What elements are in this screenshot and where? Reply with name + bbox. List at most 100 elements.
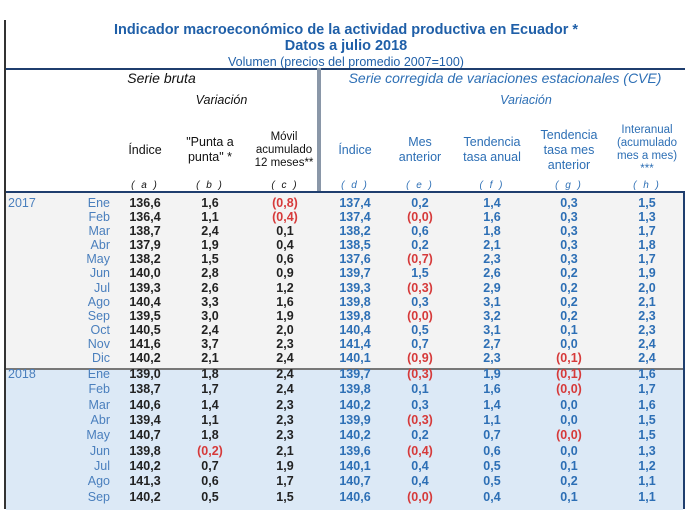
cell-d: 140,6: [339, 489, 371, 504]
col-header-a: Índice: [118, 120, 172, 180]
month-label: Ene: [87, 367, 110, 382]
cell-f: 2,3: [483, 252, 501, 267]
cell-c: 0,1: [276, 224, 294, 239]
cell-b: 1,7: [201, 382, 219, 397]
table-row: Jul 140,2 0,7 1,9 140,1 0,4 0,5 0,1 1,2: [6, 459, 683, 474]
col-header-d: Índice: [326, 120, 384, 180]
cell-h: 1,5: [638, 428, 656, 443]
cell-e: (0,0): [407, 210, 433, 225]
cell-b: 2,8: [201, 266, 219, 281]
cell-a: 139,8: [129, 443, 161, 458]
cell-f: 0,7: [483, 428, 501, 443]
cell-c: (0,8): [272, 196, 298, 210]
cell-d: 140,2: [339, 428, 371, 443]
cell-c: 2,4: [276, 351, 294, 366]
cell-b: 0,5: [201, 489, 219, 504]
cell-d: 139,6: [339, 443, 371, 458]
cell-c: 2,1: [276, 443, 294, 458]
cell-d: 137,4: [339, 196, 371, 210]
cell-a: 138,2: [129, 252, 161, 267]
col-letter-d: ( d ): [341, 180, 369, 191]
table-row: Mar 140,6 1,4 2,3 140,2 0,3 1,4 0,0 1,6: [6, 398, 683, 413]
cell-e: 0,3: [411, 397, 429, 412]
cell-h: 1,7: [638, 382, 656, 397]
cell-d: 139,3: [339, 280, 371, 295]
cell-h: 1,7: [638, 252, 656, 267]
col-header-f: Tendencia tasa anual: [456, 120, 528, 180]
cell-h: 2,4: [638, 336, 656, 351]
year-separator-rule: [6, 368, 683, 370]
month-label: Mar: [88, 397, 110, 412]
month-label: Feb: [88, 382, 110, 397]
table-row: Jun 139,8 (0,2) 2,1 139,6 (0,4) 0,6 0,0 1,3: [6, 444, 683, 459]
month-label: Ene: [87, 196, 110, 210]
month-label: Nov: [87, 336, 110, 351]
col-header-h: Interanual (acumulado mes a mes) ***: [610, 120, 684, 180]
cell-h: 1,1: [638, 489, 656, 504]
col-letter-f: ( f ): [479, 180, 505, 191]
cell-d: 137,6: [339, 252, 371, 267]
cell-c: 2,4: [276, 367, 294, 382]
cell-g: 0,1: [560, 322, 578, 337]
year-2017-band: [6, 193, 683, 369]
col-header-c: Móvil acumulado 12 meses**: [250, 120, 318, 180]
cell-c: 2,3: [276, 336, 294, 351]
cell-d: 139,8: [339, 294, 371, 309]
cell-d: 140,7: [339, 474, 371, 489]
cell-e: (0,0): [407, 308, 433, 323]
cell-b: 1,9: [201, 238, 219, 253]
cell-c: 1,9: [276, 458, 294, 473]
indicator-table: Indicador macroeconómico de la actividad…: [4, 20, 685, 510]
cell-f: 1,4: [483, 196, 501, 210]
cell-g: 0,2: [560, 294, 578, 309]
month-label: Abr: [90, 238, 110, 253]
cell-d: 140,4: [339, 322, 371, 337]
cell-e: 0,6: [411, 224, 429, 239]
cell-b: 3,7: [201, 336, 219, 351]
cell-b: 1,6: [201, 196, 219, 210]
section-serie-bruta: Serie bruta: [127, 70, 196, 86]
cell-c: 2,3: [276, 413, 294, 428]
cell-c: 1,7: [276, 474, 294, 489]
cell-a: 140,2: [129, 489, 161, 504]
cell-d: 139,9: [339, 413, 371, 428]
cell-b: 1,5: [201, 252, 219, 267]
cell-d: 138,2: [339, 224, 371, 239]
month-label: Sep: [87, 489, 110, 504]
cell-h: 2,3: [638, 322, 656, 337]
variacion-left-label: Variación: [195, 93, 248, 107]
cell-a: 136,4: [129, 210, 161, 225]
cell-g: (0,0): [556, 382, 582, 397]
cell-f: 0,5: [483, 474, 501, 489]
cell-g: 0,0: [560, 413, 578, 428]
month-label: Jun: [89, 443, 110, 458]
table-row: Jul 139,3 2,6 1,2 139,3 (0,3) 2,9 0,2 2,0: [6, 281, 683, 295]
col-header-h-label: Interanual (acumulado mes a mes) ***: [616, 124, 678, 175]
cell-g: 0,2: [560, 266, 578, 281]
cell-b: 1,8: [201, 428, 219, 443]
cell-g: 0,2: [560, 308, 578, 323]
cell-c: (0,4): [272, 210, 298, 225]
cell-g: 0,2: [560, 280, 578, 295]
table-row: Mar 138,7 2,4 0,1 138,2 0,6 1,8 0,3 1,7: [6, 224, 683, 238]
cell-f: 1,1: [483, 413, 501, 428]
cell-a: 140,6: [129, 397, 161, 412]
col-letter-g: ( g ): [555, 180, 583, 191]
cell-e: 1,5: [411, 266, 429, 281]
month-label: Ago: [87, 474, 110, 489]
cell-c: 0,6: [276, 252, 294, 267]
cell-d: 138,5: [339, 238, 371, 253]
cell-c: 0,9: [276, 266, 294, 281]
section-serie-cve: Serie corregida de variaciones estaciona…: [348, 70, 662, 86]
cell-a: 141,6: [129, 336, 161, 351]
month-label: Ago: [87, 294, 110, 309]
table-row: 2018 Ene 139,0 1,8 2,4 139,7 (0,3) 1,9 (0,1) 1,6: [6, 367, 683, 382]
col-header-g-label: Tendencia tasa mes anterior: [540, 127, 598, 172]
col-header-b: "Punta a punta" *: [178, 120, 242, 180]
cell-a: 138,7: [129, 382, 161, 397]
cell-d: 141,4: [339, 336, 371, 351]
table-row: May 138,2 1,5 0,6 137,6 (0,7) 2,3 0,3 1,7: [6, 252, 683, 266]
cell-c: 1,5: [276, 489, 294, 504]
col-letter-a: ( a ): [131, 180, 159, 191]
cell-b: 2,1: [201, 351, 219, 366]
